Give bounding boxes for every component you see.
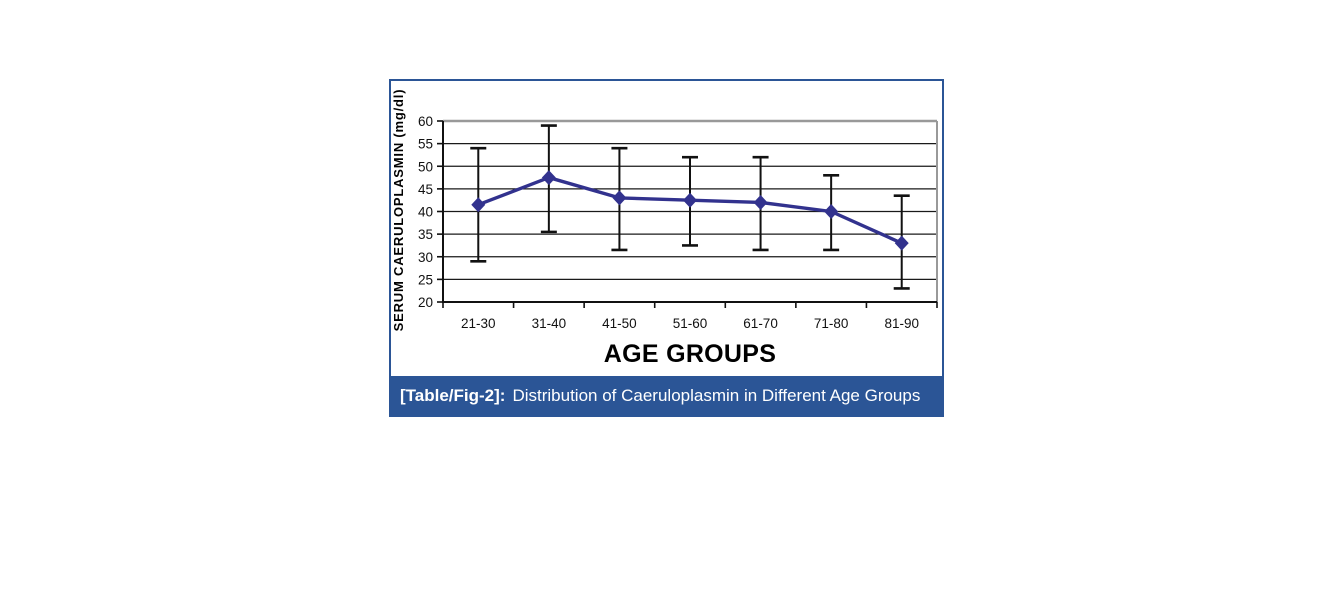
chart-plot: 20 25 30 35 40 45 50 55 60 21-30 31-40 41-50 51-60 61… — [391, 89, 938, 368]
x-tick-label: 21-30 — [461, 316, 496, 331]
y-tick-label: 25 — [418, 272, 433, 287]
y-tick-label: 40 — [418, 205, 433, 220]
x-tick-label: 41-50 — [602, 316, 637, 331]
y-tick-label: 35 — [418, 227, 433, 242]
x-tick-label: 31-40 — [532, 316, 567, 331]
x-tick-label: 71-80 — [814, 316, 849, 331]
y-tick-label: 55 — [418, 137, 433, 152]
data-point-marker — [541, 170, 556, 186]
figure-panel: 20 25 30 35 40 45 50 55 60 21-30 31-40 41-50 51-60 61… — [389, 79, 944, 417]
data-point-marker — [894, 235, 909, 251]
y-tick-label: 20 — [418, 295, 433, 310]
y-tick-label: 50 — [418, 159, 433, 174]
chart-region: 20 25 30 35 40 45 50 55 60 21-30 31-40 41-50 51-60 61… — [391, 81, 942, 376]
figure-caption: [Table/Fig-2]: Distribution of Caerulopl… — [391, 376, 942, 415]
y-tick-label: 45 — [418, 182, 433, 197]
data-point-marker — [683, 192, 697, 208]
y-tick-label: 60 — [418, 114, 433, 129]
caption-label: [Table/Fig-2]: — [400, 385, 506, 405]
data-point-marker — [612, 190, 627, 206]
data-point-marker — [753, 194, 768, 210]
x-axis-title: AGE GROUPS — [604, 340, 776, 368]
caption-text: Distribution of Caeruloplasmin in Differ… — [512, 385, 921, 405]
data-point-marker — [824, 204, 839, 219]
x-tick-label: 61-70 — [743, 316, 778, 331]
x-tick-label: 51-60 — [673, 316, 708, 331]
plot-area: 20 25 30 35 40 45 50 55 60 21-30 31-40 41-50 51-60 61… — [418, 114, 938, 331]
x-tick-label: 81-90 — [884, 316, 919, 331]
y-tick-label: 30 — [418, 250, 433, 265]
data-point-marker — [471, 197, 486, 213]
y-axis-title: SERUM CAERULOPLASMIN (mg/dl) — [391, 89, 406, 332]
